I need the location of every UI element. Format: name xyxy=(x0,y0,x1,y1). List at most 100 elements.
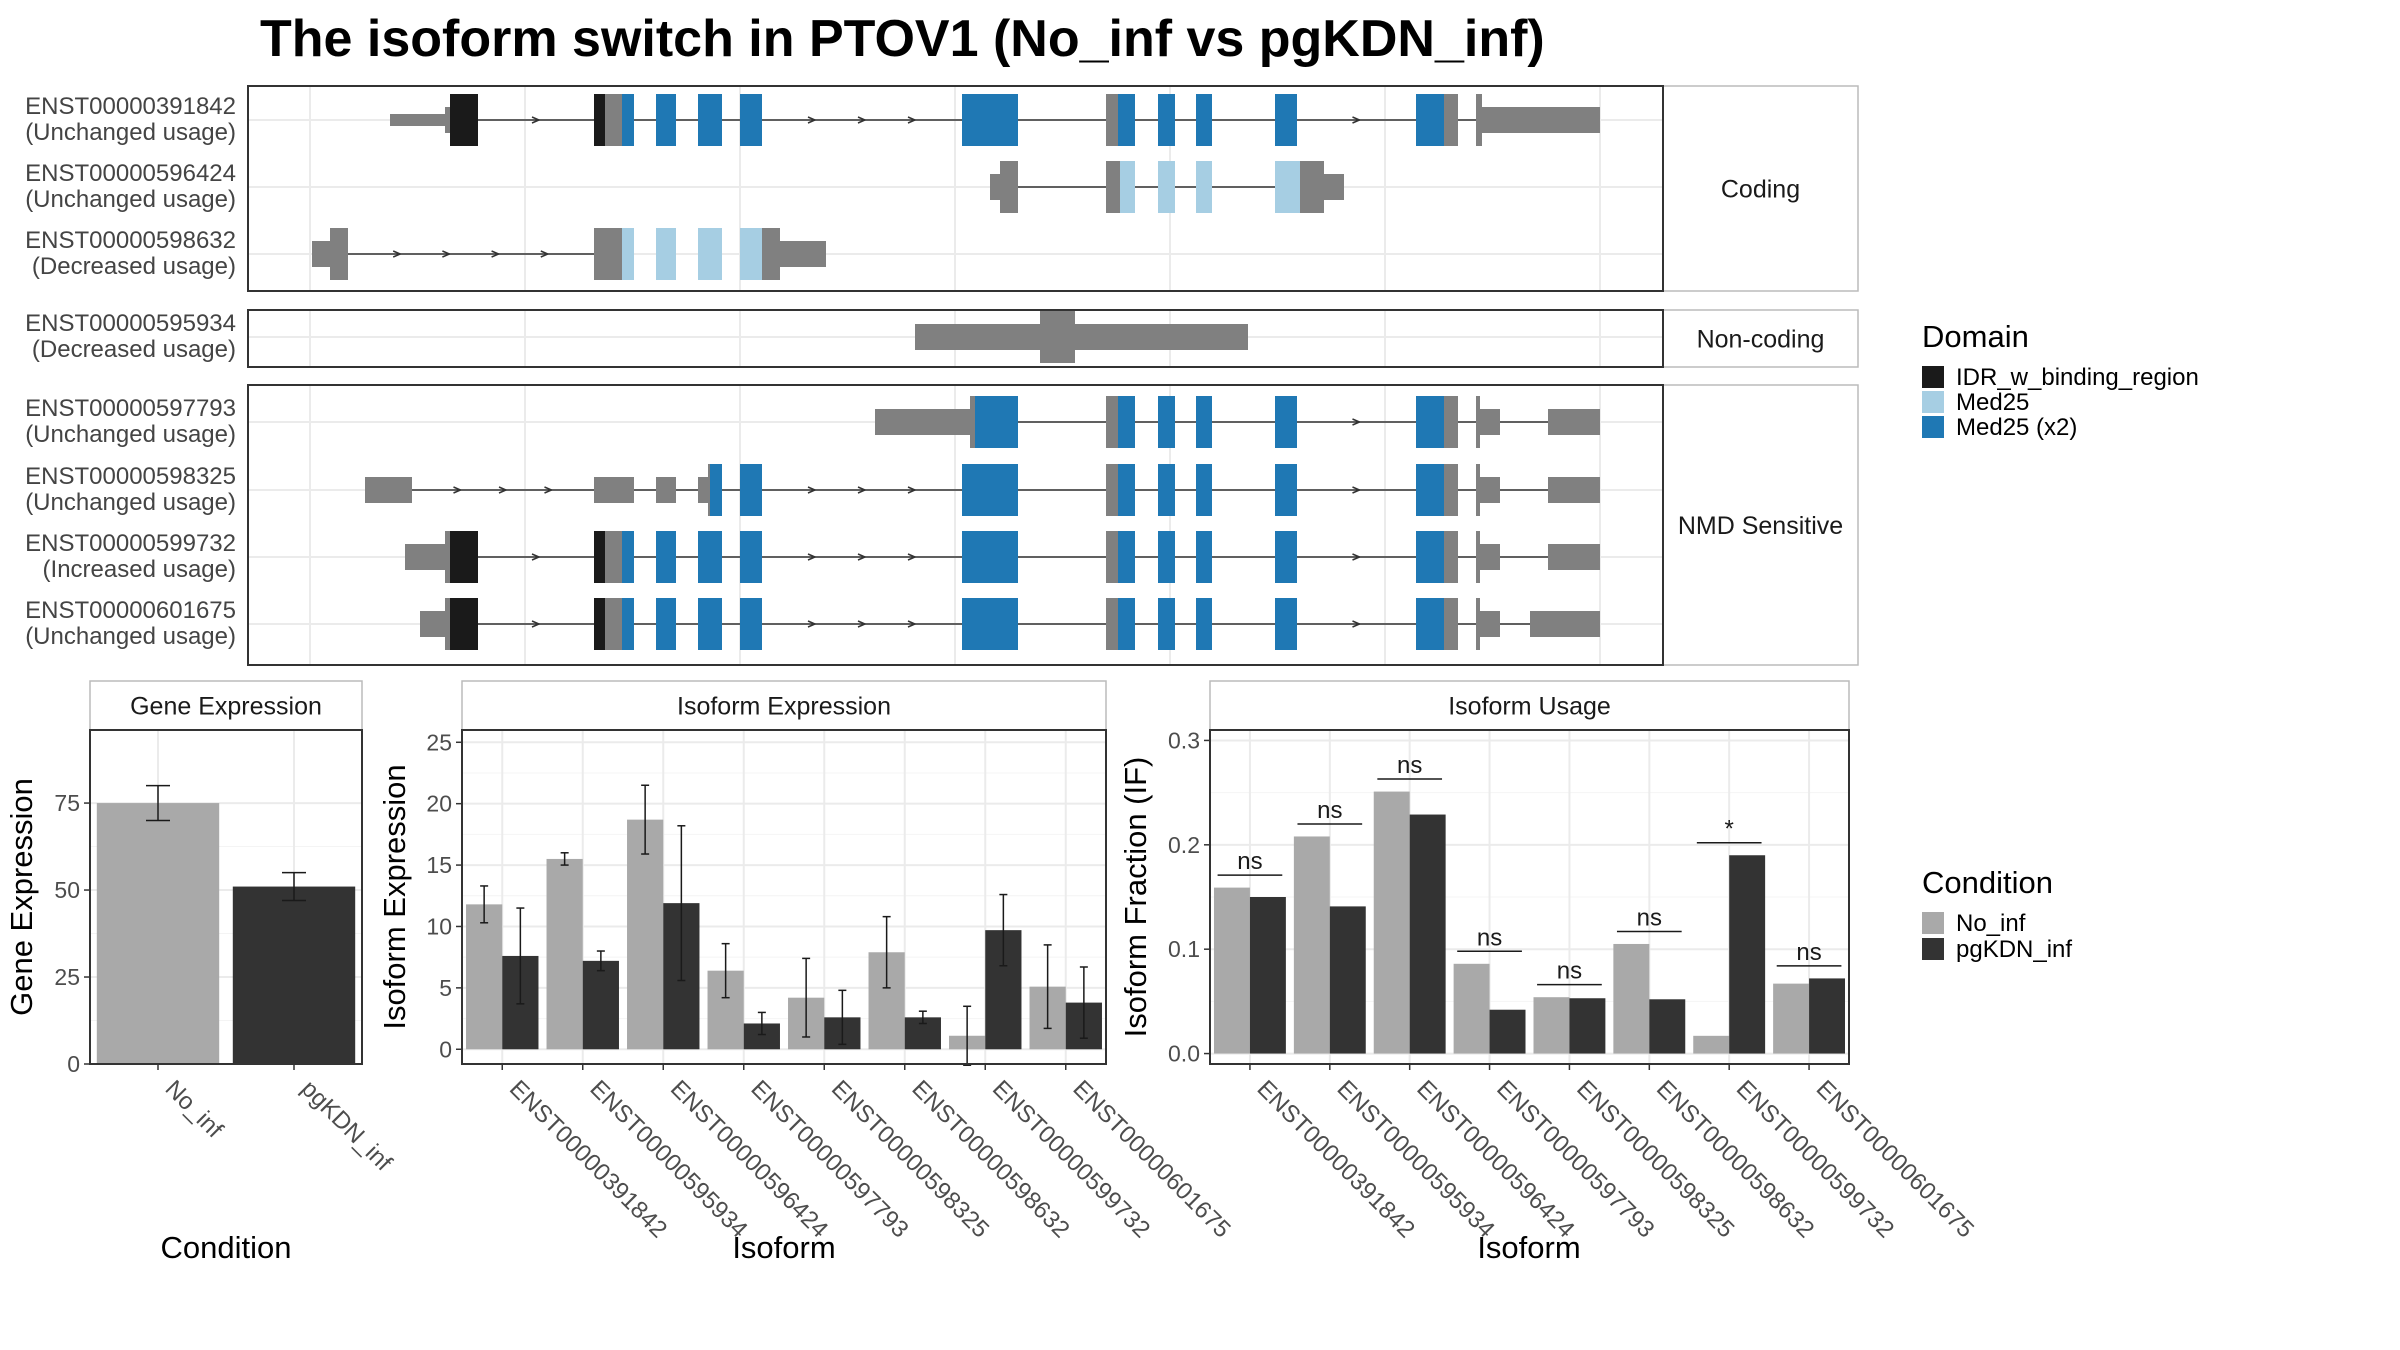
exon-block xyxy=(1106,464,1118,516)
exon-block xyxy=(1118,94,1135,146)
facet-strip xyxy=(1662,85,1859,292)
facet-border xyxy=(247,309,1664,368)
strand-arrow xyxy=(857,553,867,561)
bar xyxy=(1569,998,1606,1054)
exon-block xyxy=(390,114,445,126)
significance-label: ns xyxy=(1796,939,1821,966)
exon-block xyxy=(1158,161,1175,213)
transcript-track: ENST00000595934(Decreased usage) xyxy=(25,310,1248,363)
exon-block xyxy=(622,598,634,650)
transcript-track: ENST00000598325(Unchanged usage) xyxy=(25,463,1600,516)
figure-title: The isoform switch in PTOV1 (No_inf vs p… xyxy=(260,10,1545,68)
bar xyxy=(1489,1009,1526,1054)
x-tick-label: ENST00000601675 xyxy=(1811,1075,1979,1243)
bar xyxy=(1773,983,1810,1054)
exon-block xyxy=(990,174,1000,200)
x-tick-label: ENST00000597793 xyxy=(746,1075,914,1243)
significance-label: ns xyxy=(1237,848,1262,875)
exon-block xyxy=(1482,107,1600,133)
exon-block xyxy=(740,464,762,516)
x-tick-label: pgKDN_inf xyxy=(296,1075,397,1176)
facet-border xyxy=(247,384,1664,666)
exon-block xyxy=(1480,544,1500,570)
y-tick-label: 15 xyxy=(426,852,452,878)
exon-block xyxy=(1106,94,1118,146)
x-tick-label: ENST00000598325 xyxy=(826,1075,994,1243)
exon-block xyxy=(1476,396,1480,448)
x-tick-label: ENST00000598632 xyxy=(1651,1075,1819,1243)
transcript-id-label: ENST00000595934 xyxy=(25,310,236,337)
bar xyxy=(1809,978,1846,1054)
bar xyxy=(466,904,503,1050)
exon-block xyxy=(740,598,762,650)
strand-arrow xyxy=(907,620,917,628)
bar xyxy=(232,886,356,1064)
bar xyxy=(1453,963,1490,1054)
transcript-usage-label: (Decreased usage) xyxy=(32,336,236,363)
exon-block xyxy=(1476,598,1480,650)
y-axis-title: Gene Expression xyxy=(4,778,39,1016)
exon-block xyxy=(975,396,1018,448)
exon-block xyxy=(1416,396,1444,448)
exon-block xyxy=(1324,174,1344,200)
exon-block xyxy=(594,598,605,650)
strand-arrow xyxy=(807,620,817,628)
exon-block xyxy=(1275,94,1297,146)
transcript-id-label: ENST00000599732 xyxy=(25,530,236,557)
y-tick-label: 25 xyxy=(426,729,452,755)
strand-arrow xyxy=(1352,553,1362,561)
exon-block xyxy=(1275,464,1297,516)
exon-block xyxy=(1106,531,1118,583)
exon-block xyxy=(622,531,634,583)
bar xyxy=(1373,791,1410,1054)
bar xyxy=(1729,855,1766,1054)
exon-block xyxy=(698,94,722,146)
strand-arrow xyxy=(807,486,817,494)
exon-block xyxy=(1416,464,1444,516)
x-axis-title: Condition xyxy=(161,1230,292,1265)
transcript-id-label: ENST00000391842 xyxy=(25,93,236,120)
exon-block xyxy=(1118,464,1135,516)
exon-block xyxy=(1106,598,1118,650)
exon-block xyxy=(605,531,622,583)
strand-arrow xyxy=(1352,418,1362,426)
bar xyxy=(1213,887,1250,1054)
exon-block xyxy=(710,464,722,516)
x-tick-label: ENST00000596424 xyxy=(665,1075,833,1243)
strand-arrow xyxy=(807,116,817,124)
exon-block xyxy=(1196,464,1212,516)
exon-block xyxy=(1444,464,1458,516)
significance-label: ns xyxy=(1397,752,1422,779)
exon-block xyxy=(1480,477,1500,503)
exon-block xyxy=(622,94,634,146)
transcript-id-label: ENST00000597793 xyxy=(25,395,236,422)
strand-arrow xyxy=(453,486,463,494)
x-tick-label: ENST00000599732 xyxy=(1731,1075,1899,1243)
x-tick-label: ENST00000391842 xyxy=(1252,1075,1420,1243)
strand-arrow xyxy=(907,553,917,561)
bar xyxy=(1329,906,1366,1054)
exon-block xyxy=(1476,94,1482,146)
exon-block xyxy=(1196,598,1212,650)
transcript-usage-label: (Unchanged usage) xyxy=(25,119,236,146)
bar xyxy=(1533,997,1570,1054)
chart-title: Isoform Usage xyxy=(1448,693,1611,721)
transcript-usage-label: (Unchanged usage) xyxy=(25,186,236,213)
domain-legend-key xyxy=(1922,391,1944,413)
exon-block xyxy=(594,228,622,280)
facet-strip-label: NMD Sensitive xyxy=(1678,512,1843,540)
bar xyxy=(96,803,220,1064)
x-axis-title: Isoform xyxy=(732,1230,835,1265)
x-tick-label: ENST00000391842 xyxy=(504,1075,672,1243)
plot-border xyxy=(1209,729,1850,1065)
exon-block xyxy=(1158,464,1175,516)
exon-block xyxy=(605,94,622,146)
domain-legend-title: Domain xyxy=(1922,319,2029,354)
isoform-usage-chart: Isoform Usage 0.0 0.1 0.2 0.3 ns ENST000003918… xyxy=(1118,680,1979,1265)
strand-arrow xyxy=(907,116,917,124)
y-axis-title: Isoform Fraction (IF) xyxy=(1118,757,1153,1038)
